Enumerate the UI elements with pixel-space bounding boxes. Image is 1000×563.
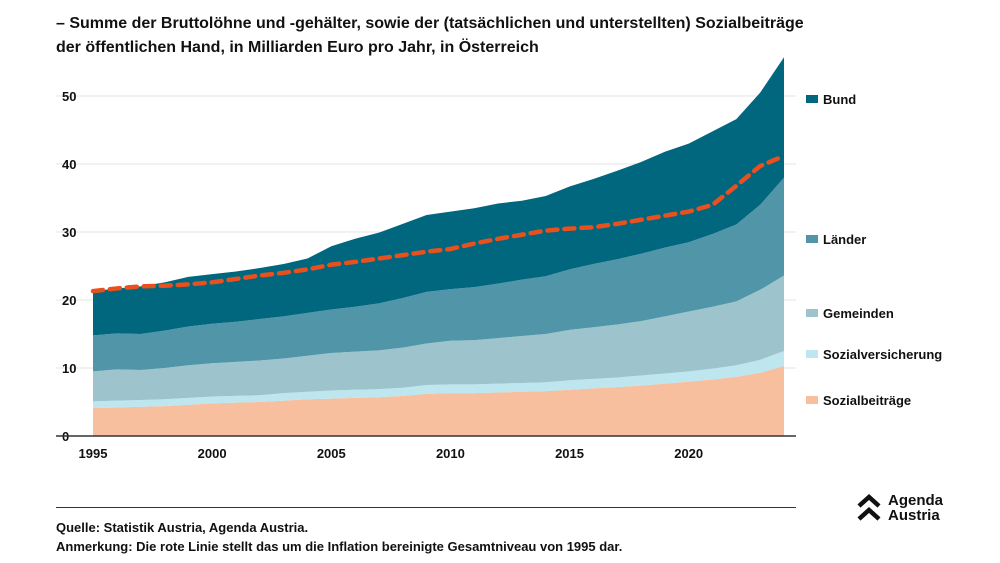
x-tick-label: 2010: [436, 446, 465, 461]
legend-swatch: [806, 396, 818, 404]
area-sozialversicherung: [93, 351, 784, 409]
legend-label: Gemeinden: [823, 306, 894, 321]
legend-swatch: [806, 309, 818, 317]
double-chevron-up-icon: [857, 493, 881, 521]
legend-item: Länder: [806, 232, 866, 247]
legend-swatch: [806, 95, 818, 103]
legend-item: Gemeinden: [806, 306, 894, 321]
chart-title: – Summe der Bruttolöhne und -gehälter, s…: [56, 12, 956, 60]
agenda-austria-logo: Agenda Austria: [856, 493, 943, 523]
legend-item: Sozialbeiträge: [806, 393, 911, 408]
legend-item: Bund: [806, 92, 856, 107]
area-bund: [93, 57, 784, 336]
logo-text-line1: Agenda: [888, 492, 944, 509]
y-tick-label: 50: [62, 89, 76, 104]
logo-text-line2: Austria: [888, 507, 940, 524]
x-tick-label: 2000: [198, 446, 227, 461]
x-tick-label: 2005: [317, 446, 346, 461]
footer: Quelle: Statistik Austria, Agenda Austri…: [56, 518, 622, 556]
area-sozialbeiträge: [93, 365, 784, 436]
source-text: Quelle: Statistik Austria, Agenda Austri…: [56, 520, 309, 535]
x-tick-label: 1995: [79, 446, 108, 461]
y-tick-label: 10: [62, 361, 76, 376]
y-tick-label: 30: [62, 225, 76, 240]
note-text: Anmerkung: Die rote Linie stellt das um …: [56, 539, 623, 554]
title-line-1: – Summe der Bruttolöhne und -gehälter, s…: [56, 15, 804, 32]
footer-divider: [56, 507, 796, 508]
area-gemeinden: [93, 275, 784, 402]
legend-label: Bund: [823, 92, 856, 107]
y-tick-label: 20: [62, 293, 76, 308]
x-tick-label: 2020: [674, 446, 703, 461]
area-länder: [93, 177, 784, 372]
legend-label: Länder: [823, 232, 866, 247]
inflation-adjusted-line: [90, 153, 787, 294]
legend-swatch: [806, 350, 818, 358]
x-tick-label: 2015: [555, 446, 584, 461]
title-line-2: der öffentlichen Hand, in Milliarden Eur…: [56, 39, 539, 56]
legend-label: Sozialversicherung: [823, 347, 942, 362]
legend-swatch: [806, 235, 818, 243]
legend-item: Sozialversicherung: [806, 347, 942, 362]
y-tick-label: 40: [62, 157, 76, 172]
legend-label: Sozialbeiträge: [823, 393, 911, 408]
